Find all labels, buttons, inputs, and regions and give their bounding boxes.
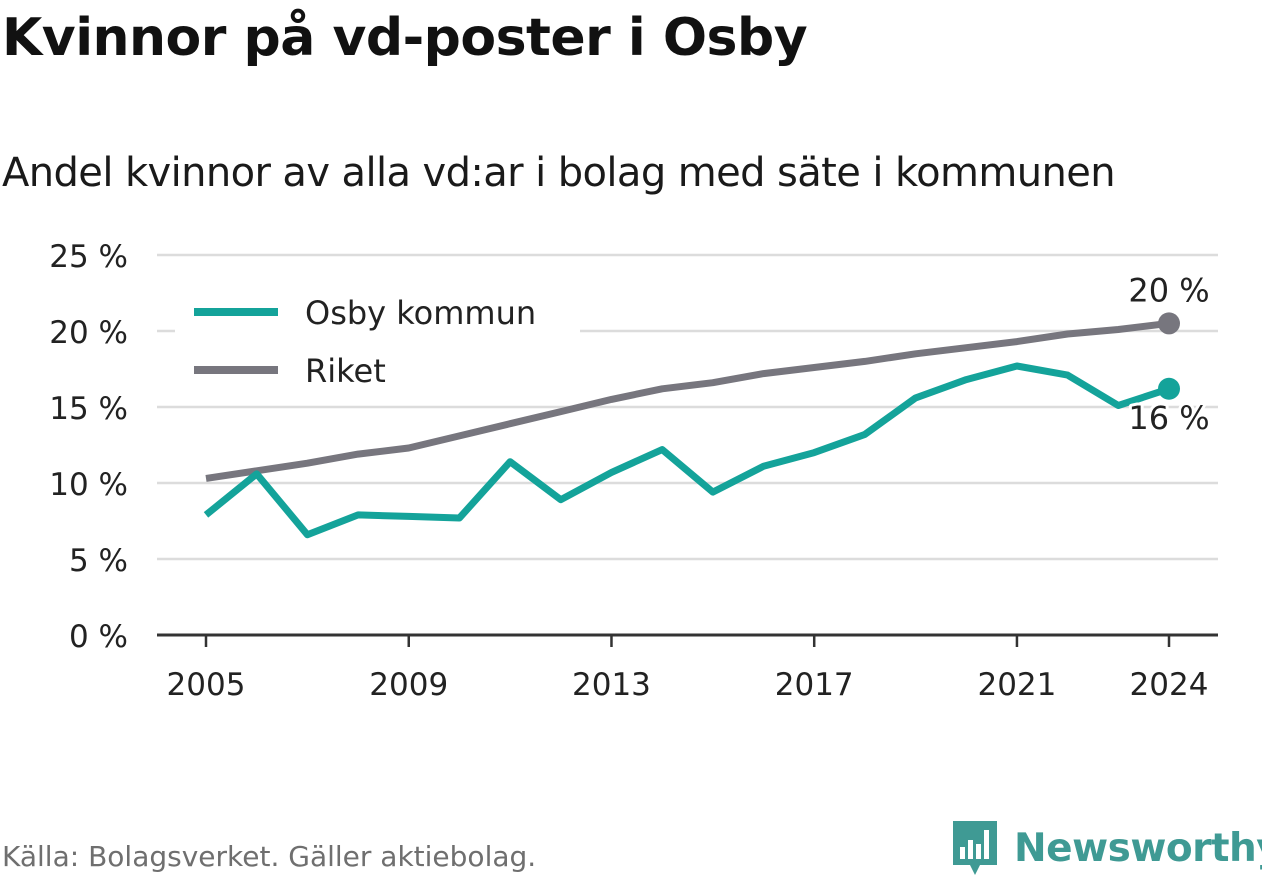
y-tick-label: 25 % [49, 239, 128, 275]
y-tick-label: 0 % [69, 619, 128, 655]
end-point-riket [1158, 312, 1180, 335]
legend-label-osby: Osby kommun [305, 294, 536, 332]
end-point-osby [1158, 377, 1180, 400]
newsworthy-logo-icon [953, 821, 997, 875]
x-tick-label: 2013 [572, 667, 651, 703]
x-tick-label: 2017 [775, 667, 854, 703]
legend-box [175, 286, 580, 398]
y-tick-label: 5 % [69, 543, 128, 579]
newsworthy-brand-name: Newsworthy [1014, 825, 1262, 871]
end-label-osby: 16 % [1128, 399, 1209, 437]
chart-subtitle: Andel kvinnor av alla vd:ar i bolag med … [2, 150, 1116, 196]
y-tick-label: 20 % [49, 315, 128, 351]
series-line-osby [203, 362, 1171, 539]
source-note: Källa: Bolagsverket. Gäller aktiebolag. [2, 840, 537, 873]
y-tick-label: 15 % [49, 391, 128, 427]
legend-label-riket: Riket [305, 352, 386, 390]
series-line-riket [205, 319, 1170, 482]
chart-title: Kvinnor på vd-poster i Osby [2, 8, 808, 68]
x-tick-label: 2005 [167, 667, 246, 703]
y-tick-label: 10 % [49, 467, 128, 503]
x-tick-label: 2009 [369, 667, 448, 703]
newsworthy-logo: Newsworthy [950, 818, 1262, 878]
x-tick-label: 2024 [1130, 667, 1209, 703]
x-tick-label: 2021 [977, 667, 1056, 703]
end-label-riket: 20 % [1128, 271, 1209, 309]
